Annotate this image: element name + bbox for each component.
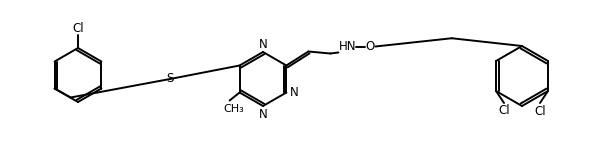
Text: N: N	[258, 37, 267, 51]
Text: N: N	[290, 86, 299, 99]
Text: Cl: Cl	[498, 104, 510, 118]
Text: O: O	[366, 40, 375, 53]
Text: S: S	[166, 73, 174, 85]
Text: N: N	[258, 107, 267, 121]
Text: Cl: Cl	[534, 104, 546, 118]
Text: Cl: Cl	[72, 21, 84, 34]
Text: CH₃: CH₃	[223, 103, 244, 113]
Text: HN: HN	[339, 40, 356, 53]
